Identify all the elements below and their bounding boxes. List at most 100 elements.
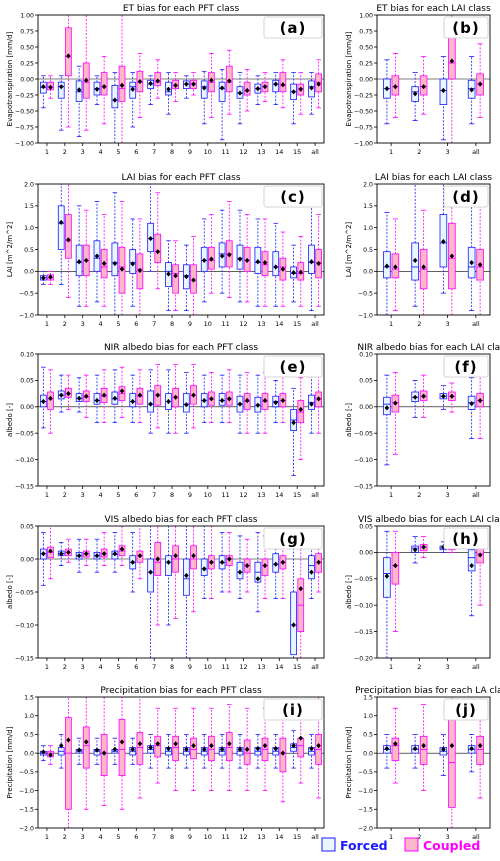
- iqr-box: [65, 214, 72, 259]
- mean-marker: [449, 253, 455, 259]
- coupled-box: [225, 49, 233, 115]
- iqr-box: [448, 713, 456, 808]
- mean-marker: [280, 559, 286, 565]
- x-tick-label: 3: [446, 663, 450, 671]
- mean-marker: [226, 252, 232, 258]
- legend-coupled-label: Coupled: [423, 838, 480, 853]
- forced-box: [290, 730, 297, 769]
- mean-marker: [384, 405, 390, 411]
- mean-marker: [112, 395, 118, 401]
- coupled-box: [243, 538, 251, 593]
- forced-box: [411, 184, 419, 307]
- forced-box: [411, 734, 419, 769]
- forced-box: [183, 244, 190, 312]
- y-tick-label: 0.5: [24, 732, 34, 739]
- panel-label-box: [263, 16, 323, 39]
- mean-marker: [291, 89, 296, 95]
- axes-frame: [376, 696, 491, 829]
- y-tick-label: 1.0: [363, 713, 373, 720]
- iqr-box: [136, 732, 144, 765]
- forced-box: [111, 737, 119, 765]
- coupled-box: [391, 707, 400, 784]
- forced-box: [254, 532, 262, 613]
- coupled-box: [172, 72, 179, 102]
- mean-marker: [469, 746, 474, 752]
- x-tick-label: 7: [152, 833, 156, 841]
- mean-marker: [393, 264, 398, 270]
- panel-label: (g): [263, 527, 323, 550]
- y-tick-label: 0.05: [359, 378, 373, 385]
- mean-marker: [393, 84, 398, 90]
- forced-box: [254, 374, 262, 434]
- mean-marker: [166, 86, 171, 92]
- mean-marker: [119, 266, 125, 272]
- y-tick-label: 1.0: [24, 713, 34, 720]
- mean-marker: [191, 277, 196, 283]
- iqr-box: [476, 735, 484, 765]
- axes-frame: [37, 525, 325, 659]
- mean-marker: [76, 553, 82, 559]
- x-tick-label: 1: [389, 491, 393, 499]
- mean-marker: [173, 741, 178, 747]
- y-tick-label: −0.50: [354, 108, 373, 115]
- mean-marker: [226, 741, 232, 747]
- mean-marker: [148, 744, 153, 751]
- forced-box: [200, 70, 208, 125]
- forced-box: [183, 734, 190, 769]
- panel-d: LAI bias for each LAI class −1.0 −0.5 0.0 0.…: [345, 173, 492, 328]
- mean-marker: [298, 586, 304, 592]
- y-tick-label: −2.0: [19, 825, 34, 832]
- mean-marker: [119, 546, 125, 552]
- mean-marker: [41, 275, 46, 281]
- coupled-box: [118, 201, 126, 315]
- x-tick-label: 3: [446, 320, 450, 328]
- x-tick-label: 10: [204, 491, 212, 499]
- y-tick-label: 1.00: [20, 12, 34, 19]
- mean-marker: [101, 260, 107, 267]
- forced-box: [129, 218, 137, 307]
- y-tick-label: −0.20: [354, 655, 373, 662]
- x-tick-label: 9: [188, 663, 192, 671]
- mean-marker: [94, 747, 100, 753]
- x-tick-label: 14: [275, 491, 283, 499]
- coupled-box: [261, 707, 269, 791]
- forced-box: [111, 72, 119, 143]
- mean-marker: [477, 397, 483, 404]
- y-tick-label: −0.15: [15, 655, 34, 662]
- y-tick-label: 0.00: [20, 404, 34, 411]
- mean-marker: [130, 746, 136, 752]
- mean-marker: [255, 259, 261, 265]
- panel-label: (f): [443, 355, 489, 378]
- y-tick-label: 0.5: [363, 247, 373, 254]
- mean-marker: [255, 402, 261, 408]
- mean-marker: [477, 81, 483, 87]
- mean-marker: [148, 401, 153, 407]
- mean-marker: [316, 260, 321, 267]
- mean-marker: [316, 559, 321, 565]
- coupled-box: [172, 526, 179, 619]
- x-tick-label: 8: [170, 833, 174, 841]
- mean-marker: [244, 563, 250, 569]
- coupled-box: [47, 745, 54, 765]
- mean-marker: [166, 398, 171, 405]
- y-tick-label: −0.25: [15, 92, 34, 99]
- mean-marker: [76, 747, 82, 753]
- mean-marker: [291, 743, 296, 749]
- forced-box: [308, 374, 315, 434]
- forced-box: [383, 59, 391, 125]
- coupled-box: [65, 15, 72, 128]
- y-tick-label: 2.0: [24, 181, 34, 188]
- coupled-box: [419, 374, 428, 418]
- coupled-box: [261, 218, 269, 307]
- x-tick-label: all: [472, 491, 480, 499]
- mean-marker: [316, 743, 321, 749]
- y-tick-label: 2.0: [363, 181, 373, 188]
- y-tick-label: 0.00: [359, 550, 373, 557]
- mean-marker: [83, 393, 89, 399]
- mean-marker: [280, 397, 286, 404]
- mean-marker: [237, 401, 243, 407]
- x-tick-label: 9: [188, 833, 192, 841]
- mean-marker: [137, 267, 143, 274]
- panel-title: ET bias for each PFT class: [123, 4, 240, 14]
- mean-marker: [101, 750, 107, 756]
